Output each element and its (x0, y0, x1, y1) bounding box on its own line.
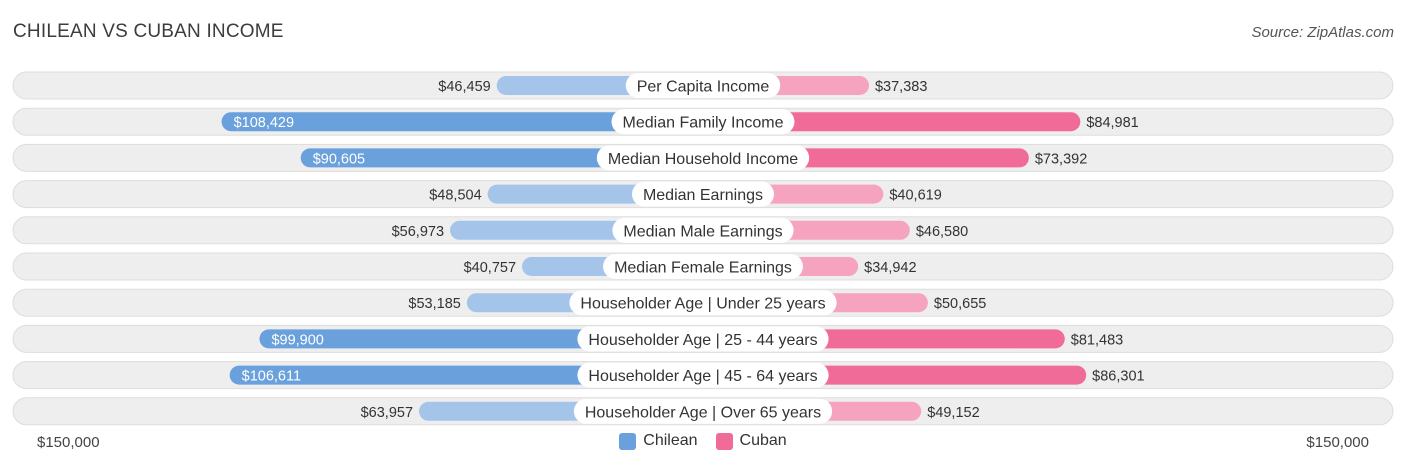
category-label-pill (625, 73, 781, 98)
axis-right-label: $150,000 (1306, 434, 1369, 451)
legend-swatch-cuban (715, 432, 733, 450)
legend-item-cuban: Cuban (715, 432, 787, 450)
value-label-chilean: $56,973 (392, 224, 444, 240)
value-label-chilean: $63,957 (361, 405, 413, 421)
value-label-chilean: $90,605 (313, 151, 365, 167)
source-note: Source: ZipAtlas.com (1251, 24, 1394, 41)
category-label: Per Capita Income (637, 79, 770, 96)
category-label: Householder Age | 25 - 44 years (588, 332, 817, 349)
category-label: Median Household Income (608, 151, 798, 168)
value-label-cuban: $86,301 (1092, 369, 1144, 385)
value-label-chilean: $108,429 (234, 115, 294, 131)
legend-label-cuban: Cuban (739, 432, 787, 449)
legend-swatch-chilean (619, 432, 637, 450)
value-label-cuban: $73,392 (1035, 151, 1087, 167)
value-label-chilean: $46,459 (438, 79, 490, 95)
value-label-cuban: $50,655 (934, 296, 986, 312)
axis-left-label: $150,000 (37, 434, 100, 451)
income-chart: $46,459 $37,383 Per Capita Income $108,429 $… (12, 71, 1394, 426)
category-label-pill (577, 326, 829, 352)
category-label: Median Family Income (623, 115, 784, 132)
category-label-pill (573, 398, 833, 424)
legend: Chilean Cuban (0, 432, 1406, 450)
category-label-pill (577, 362, 829, 388)
chart-title: CHILEAN VS CUBAN INCOME (13, 21, 284, 42)
value-label-cuban: $40,619 (889, 188, 941, 204)
category-label-pill (569, 290, 837, 316)
value-label-chilean: $106,611 (242, 369, 301, 385)
legend-item-chilean: Chilean (619, 432, 698, 450)
value-label-cuban: $37,383 (875, 79, 927, 95)
category-label: Median Male Earnings (623, 223, 782, 240)
bar-chilean (221, 112, 703, 132)
category-label-pill (603, 254, 803, 279)
value-label-chilean: $99,900 (271, 332, 323, 348)
category-label: Householder Age | Under 25 years (580, 296, 825, 313)
value-label-cuban: $81,483 (1071, 332, 1123, 348)
category-label-pill (631, 181, 775, 207)
bar-cuban (703, 112, 1081, 132)
value-label-chilean: $48,504 (429, 188, 481, 204)
value-label-chilean: $40,757 (464, 260, 516, 276)
legend-label-chilean: Chilean (643, 432, 698, 449)
value-label-cuban: $34,942 (864, 260, 916, 276)
category-label: Median Earnings (643, 187, 763, 204)
category-label: Householder Age | Over 65 years (585, 404, 821, 421)
value-label-cuban: $49,152 (927, 405, 979, 421)
category-label-pill (596, 145, 810, 171)
value-label-cuban: $84,981 (1086, 115, 1138, 131)
category-label: Householder Age | 45 - 64 years (588, 368, 817, 385)
value-label-chilean: $53,185 (408, 296, 460, 312)
value-label-cuban: $46,580 (916, 224, 968, 240)
category-label-pill (611, 109, 795, 135)
category-label: Median Female Earnings (614, 260, 792, 277)
category-label-pill (612, 217, 794, 243)
